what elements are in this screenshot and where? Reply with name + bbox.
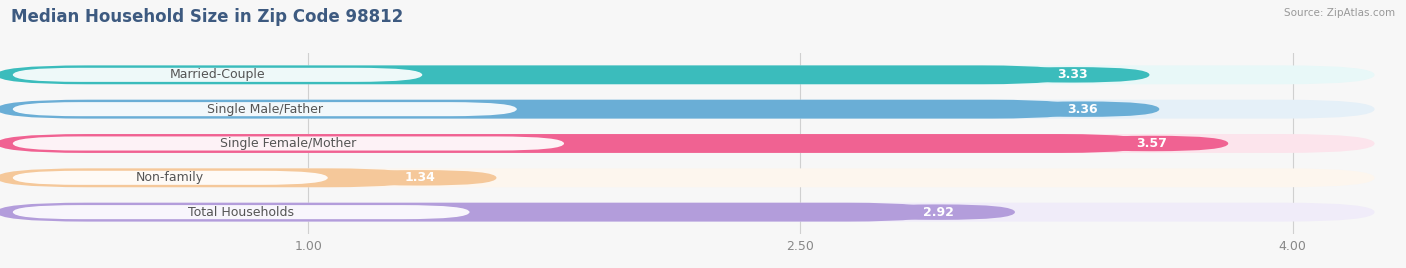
Text: 1.34: 1.34: [405, 171, 434, 184]
FancyBboxPatch shape: [0, 65, 1375, 84]
FancyBboxPatch shape: [343, 170, 496, 185]
FancyBboxPatch shape: [0, 168, 1375, 187]
FancyBboxPatch shape: [1074, 136, 1229, 151]
FancyBboxPatch shape: [995, 67, 1150, 83]
FancyBboxPatch shape: [0, 65, 1073, 84]
FancyBboxPatch shape: [0, 134, 1152, 153]
FancyBboxPatch shape: [1005, 101, 1160, 117]
Text: Non-family: Non-family: [136, 171, 204, 184]
Text: 2.92: 2.92: [922, 206, 953, 219]
FancyBboxPatch shape: [862, 204, 1015, 220]
FancyBboxPatch shape: [0, 100, 1375, 119]
Text: Single Female/Mother: Single Female/Mother: [221, 137, 357, 150]
FancyBboxPatch shape: [13, 205, 470, 219]
Text: 3.57: 3.57: [1136, 137, 1167, 150]
FancyBboxPatch shape: [0, 168, 419, 187]
FancyBboxPatch shape: [0, 100, 1083, 119]
FancyBboxPatch shape: [13, 102, 517, 116]
Text: Source: ZipAtlas.com: Source: ZipAtlas.com: [1284, 8, 1395, 18]
Text: 3.36: 3.36: [1067, 103, 1098, 116]
FancyBboxPatch shape: [0, 203, 1375, 222]
Text: Married-Couple: Married-Couple: [170, 68, 266, 81]
FancyBboxPatch shape: [0, 134, 1375, 153]
FancyBboxPatch shape: [0, 203, 938, 222]
FancyBboxPatch shape: [13, 171, 328, 185]
Text: Total Households: Total Households: [188, 206, 294, 219]
Text: 3.33: 3.33: [1057, 68, 1088, 81]
FancyBboxPatch shape: [13, 68, 422, 82]
Text: Median Household Size in Zip Code 98812: Median Household Size in Zip Code 98812: [11, 8, 404, 26]
FancyBboxPatch shape: [13, 136, 564, 151]
Text: Single Male/Father: Single Male/Father: [207, 103, 323, 116]
